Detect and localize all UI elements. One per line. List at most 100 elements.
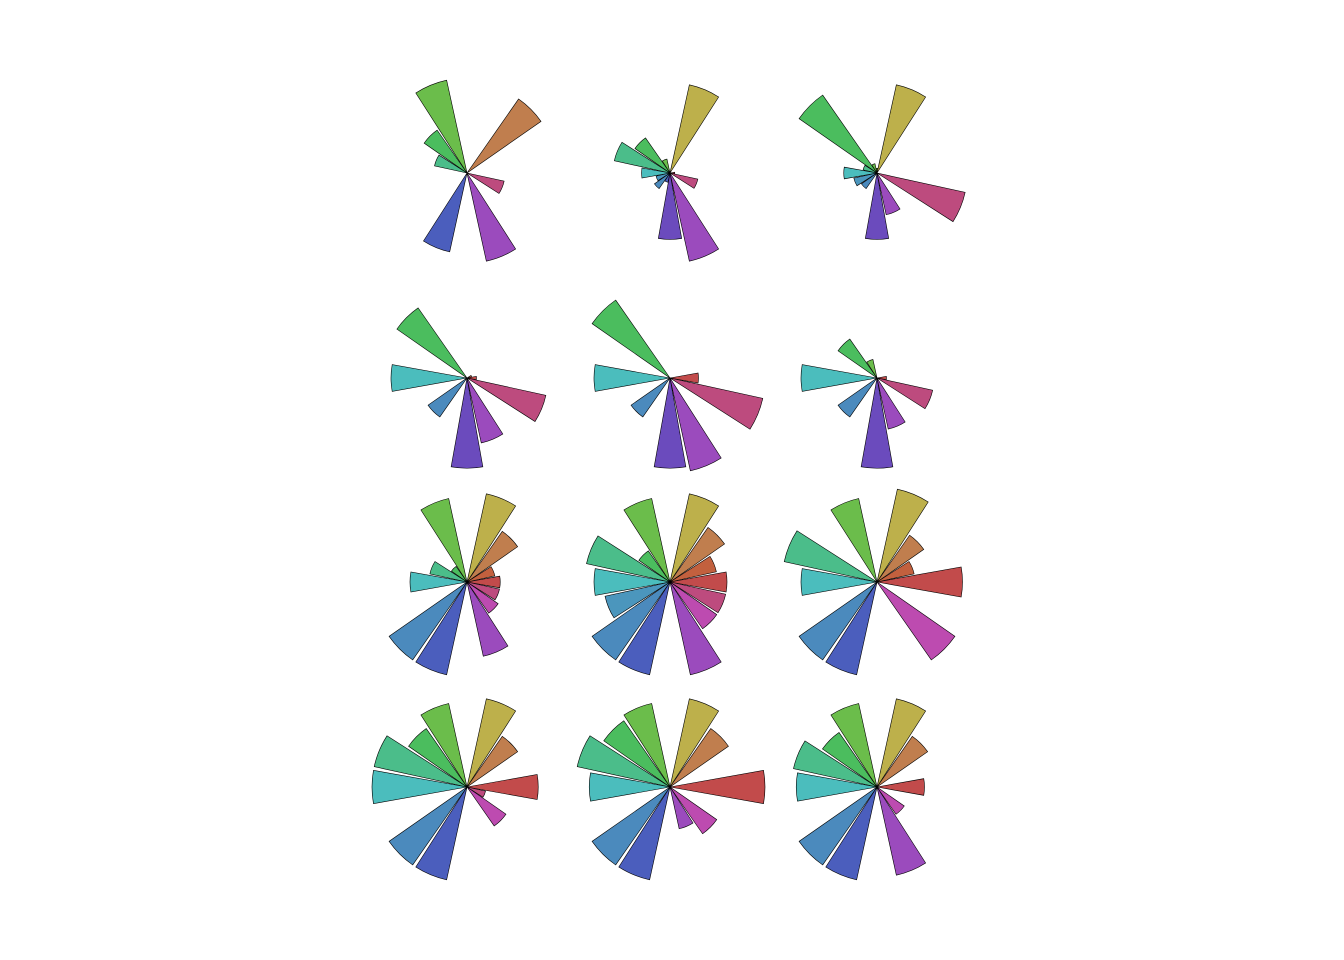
rose-sector bbox=[466, 581, 499, 614]
rose-sector bbox=[864, 172, 890, 240]
rose-sector bbox=[653, 377, 687, 469]
rose-sector bbox=[800, 364, 878, 392]
rose-sector bbox=[420, 498, 468, 583]
rose-sector bbox=[876, 581, 956, 661]
rose-sector bbox=[669, 377, 722, 472]
rose-sector bbox=[466, 581, 509, 657]
rose-sector bbox=[593, 364, 671, 392]
rose-sector bbox=[450, 377, 484, 469]
rose-sector bbox=[618, 786, 671, 881]
rose-sector bbox=[630, 377, 671, 418]
rose-sector bbox=[415, 79, 468, 174]
rose-sector bbox=[793, 740, 878, 788]
rose-sector bbox=[664, 172, 671, 183]
rose-sector bbox=[669, 527, 725, 583]
rose-sector bbox=[427, 377, 468, 418]
rose-sector bbox=[396, 307, 468, 379]
rose-sector bbox=[800, 568, 878, 596]
rose-sector bbox=[843, 166, 878, 180]
rose-sector bbox=[669, 698, 720, 788]
rose-sector bbox=[669, 581, 718, 630]
rose-sector bbox=[618, 581, 671, 676]
rose-sector bbox=[798, 581, 878, 661]
rose-sector bbox=[669, 769, 766, 805]
rose-sector bbox=[450, 565, 468, 583]
rose-sector bbox=[613, 141, 671, 174]
rose-sector bbox=[591, 581, 671, 661]
rose-sector bbox=[591, 786, 671, 866]
rose-sector bbox=[876, 377, 934, 410]
rose-sector bbox=[669, 786, 694, 830]
rose-sector bbox=[866, 359, 878, 379]
rose-sector bbox=[415, 786, 468, 881]
rose-sector bbox=[860, 377, 894, 469]
rose-sector bbox=[830, 703, 878, 788]
rose-sector bbox=[876, 377, 906, 430]
rose-sector bbox=[466, 786, 486, 798]
rose-sector bbox=[466, 575, 501, 589]
rose-sector bbox=[603, 720, 671, 788]
rose-sector bbox=[876, 534, 925, 583]
rose-sector bbox=[466, 735, 519, 788]
rose-sector bbox=[669, 581, 722, 676]
rose-sector bbox=[429, 561, 468, 583]
rose-sector bbox=[388, 786, 468, 866]
rose-sector bbox=[586, 535, 671, 583]
rose-sector bbox=[876, 375, 887, 381]
rose-sector bbox=[466, 98, 542, 174]
rose-sector bbox=[420, 703, 468, 788]
rose-sector bbox=[466, 377, 547, 422]
rose-sector bbox=[876, 698, 927, 788]
rose-sector bbox=[371, 769, 468, 805]
rose-sector bbox=[669, 786, 718, 835]
rose-sector bbox=[466, 172, 505, 194]
rose-sector bbox=[466, 698, 517, 788]
rose-sector bbox=[591, 299, 671, 379]
rose-sector bbox=[657, 172, 683, 240]
rose-sector bbox=[466, 375, 472, 379]
rose-sector bbox=[434, 154, 468, 174]
rose-sector bbox=[423, 172, 468, 253]
rose-sector bbox=[669, 377, 764, 430]
rose-sector bbox=[669, 172, 720, 262]
rose-sector bbox=[876, 778, 925, 796]
rose-sector bbox=[783, 530, 878, 583]
rose-sector bbox=[604, 581, 671, 619]
rose-sector bbox=[795, 772, 878, 802]
rose-sector bbox=[822, 732, 878, 788]
rose-sector bbox=[415, 581, 468, 676]
rose-sector bbox=[623, 703, 671, 788]
rose-sector bbox=[466, 581, 500, 601]
rose-sector bbox=[876, 488, 929, 583]
rose-sector bbox=[825, 581, 878, 676]
rose-sector bbox=[862, 164, 878, 174]
rose-sector bbox=[423, 129, 468, 174]
rose-sector bbox=[623, 498, 671, 583]
rose-sector bbox=[669, 555, 717, 583]
rose-sector bbox=[876, 786, 927, 876]
rose-sector bbox=[641, 167, 671, 179]
rose-sector bbox=[466, 493, 517, 583]
rose-sector bbox=[669, 728, 729, 788]
rose-sector bbox=[669, 172, 699, 189]
rose-sector bbox=[466, 172, 517, 262]
rose-sector bbox=[669, 571, 728, 593]
rose-sector bbox=[876, 561, 915, 583]
rose-sector bbox=[655, 172, 671, 182]
rose-sector bbox=[837, 377, 878, 418]
rose-sector bbox=[853, 172, 878, 187]
rose-sector bbox=[634, 137, 671, 174]
rose-sector bbox=[798, 786, 878, 866]
rose-sector bbox=[373, 735, 468, 788]
rose-sector bbox=[876, 172, 901, 216]
rose-sector bbox=[830, 498, 878, 583]
rose-sector bbox=[876, 566, 963, 598]
rose-sector bbox=[593, 568, 671, 596]
rose-sector bbox=[638, 550, 671, 583]
rose-sector bbox=[388, 581, 468, 661]
rose-sector bbox=[876, 172, 966, 223]
rose-sector bbox=[408, 728, 468, 788]
rose-sector bbox=[669, 372, 699, 384]
